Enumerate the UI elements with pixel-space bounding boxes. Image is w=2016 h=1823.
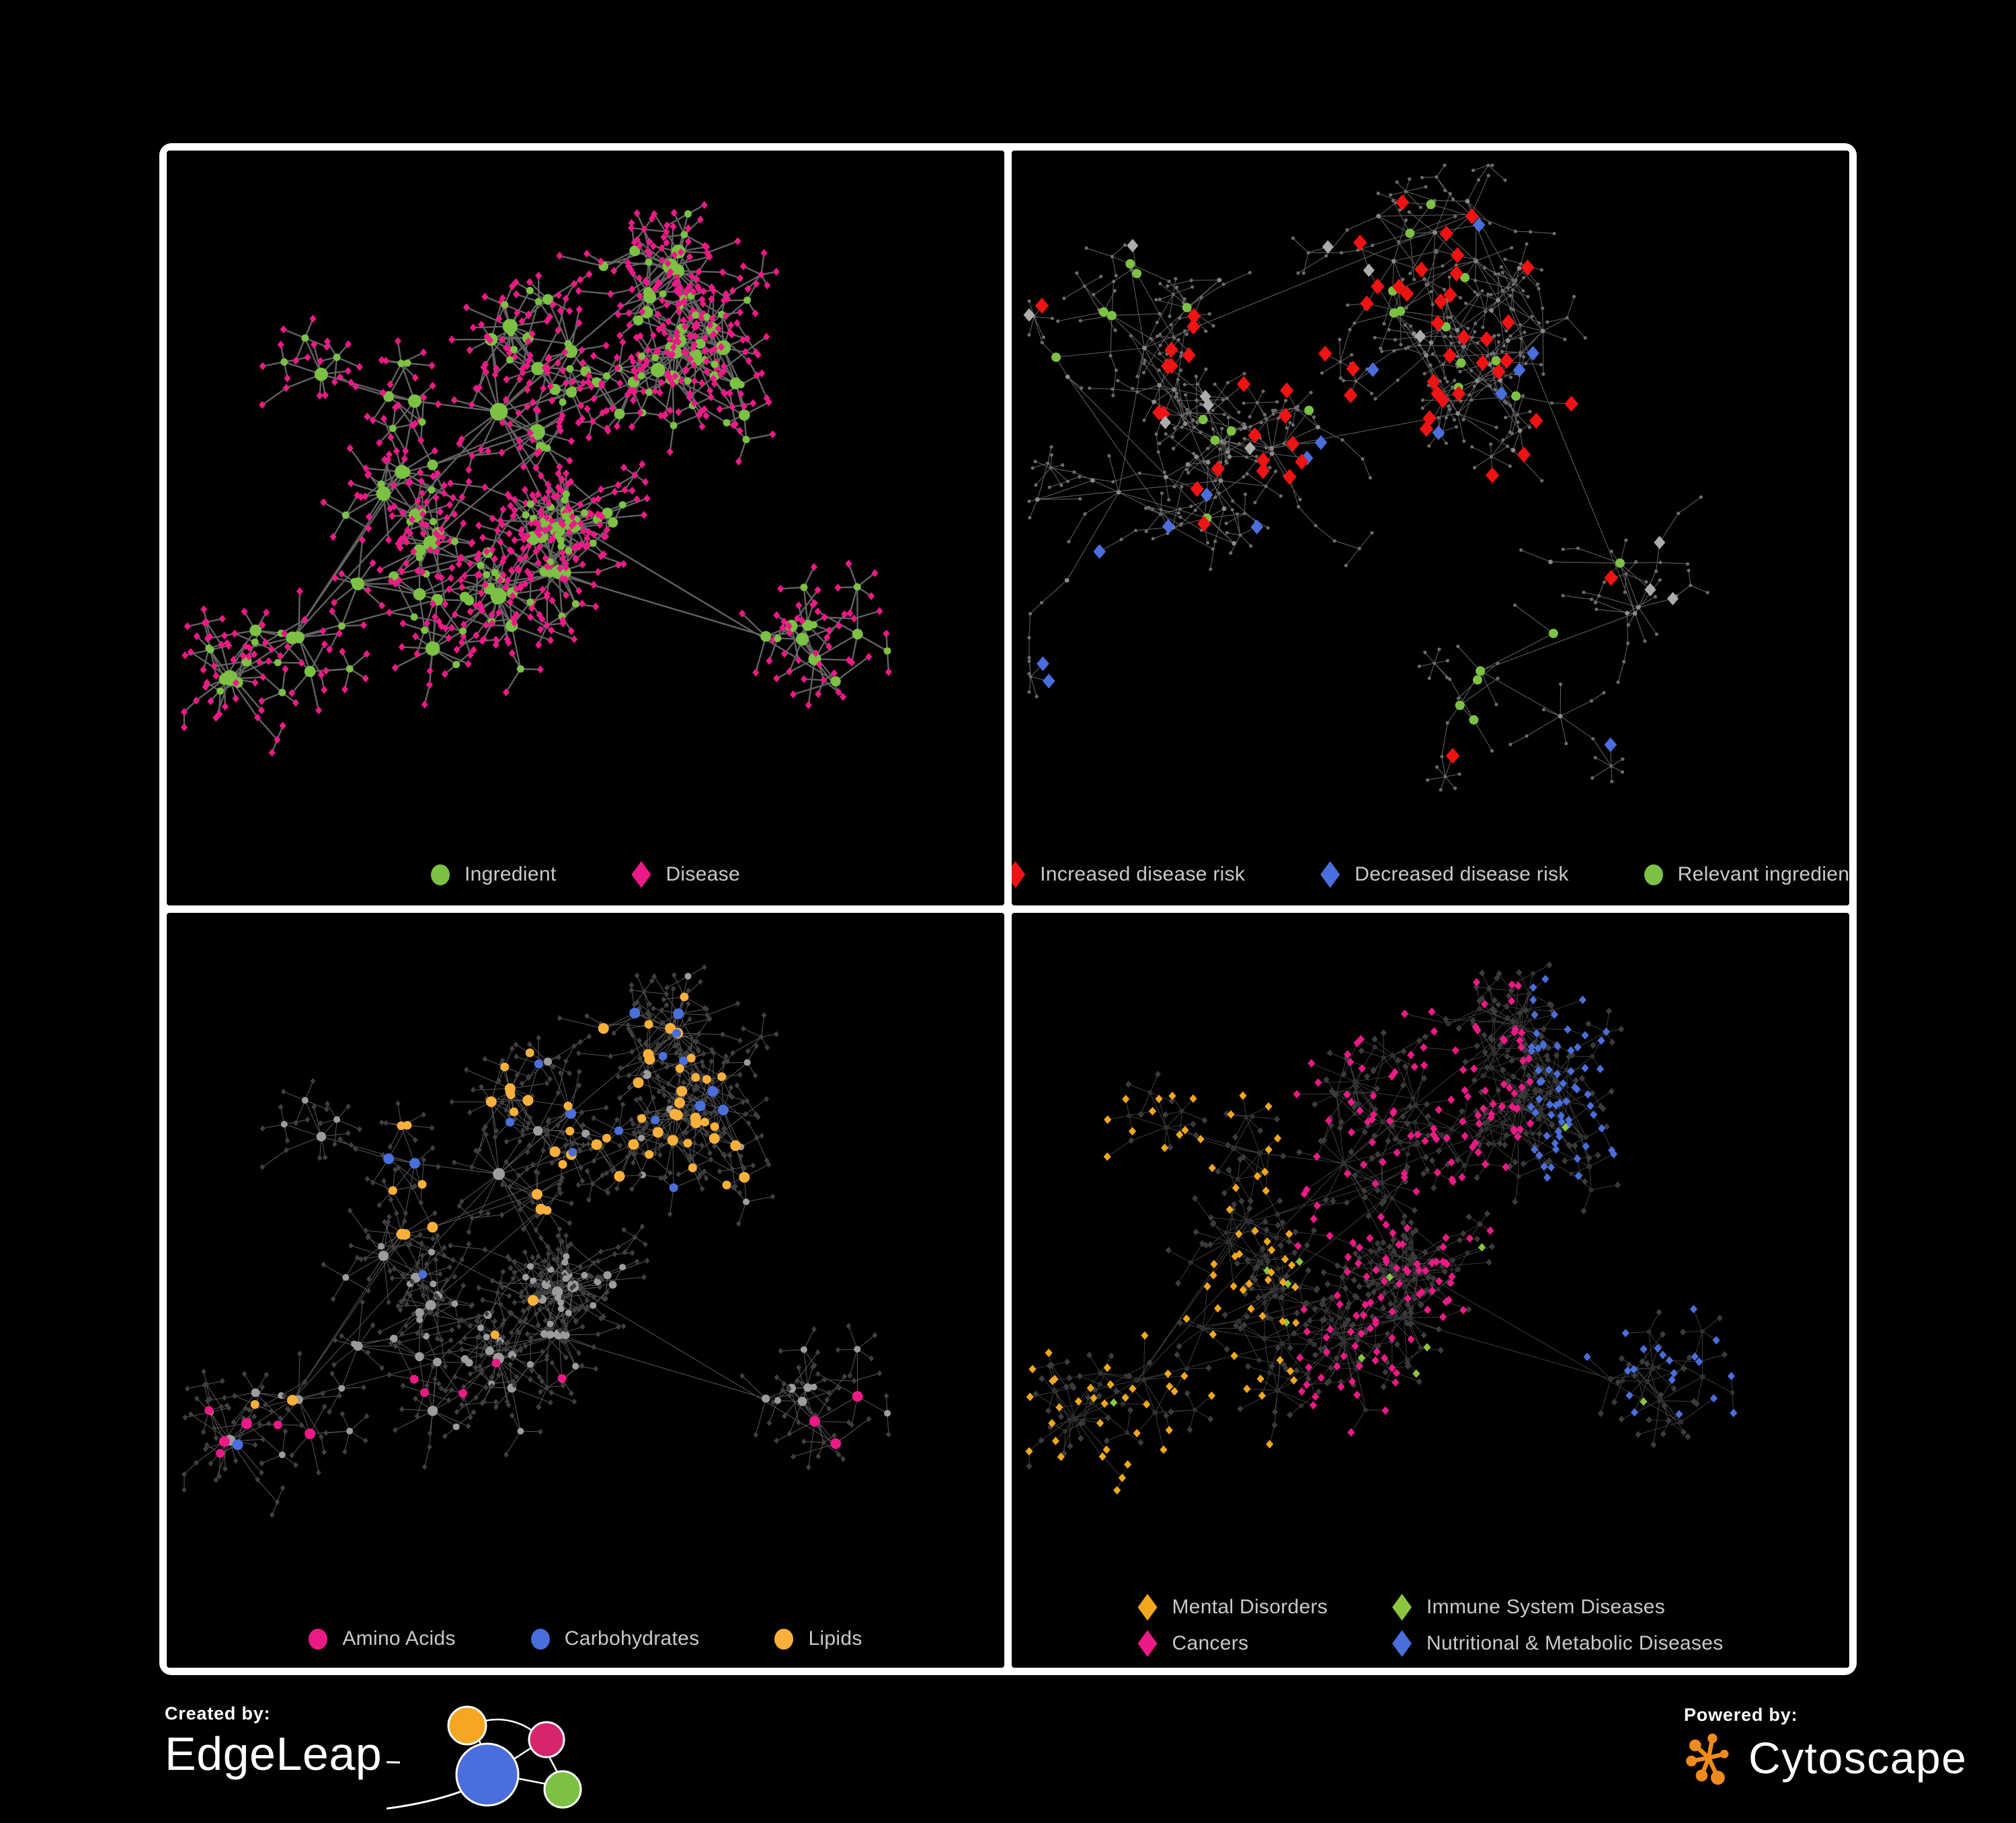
legend-label: Carbohydrates [565,1627,700,1650]
legend-item-increased-disease-risk: Increased disease risk [1012,861,1245,888]
diamond-marker-icon [631,861,651,888]
disease-risk-legend: Increased disease risk Decreased disease … [1012,861,1849,888]
legend-item-immune-system-diseases: Immune System Diseases [1392,1594,1665,1621]
nutrient-categories-network [167,913,1004,1603]
ingredient-disease-legend: Ingredient Disease [167,861,1004,888]
legend-label: Ingredient [465,863,556,886]
edgeleap-network-icon [387,1695,642,1823]
circle-marker-icon [531,1629,550,1650]
disease-categories-legend: Mental Disorders Immune System Diseases Ca… [1012,1594,1849,1657]
legend-label: Lipids [808,1627,862,1650]
powered-by-label: Powered by: [1684,1705,1967,1726]
legend-item-amino-acids: Amino Acids [309,1627,455,1650]
panel-disease-risk: Increased disease risk Decreased disease … [1012,151,1849,905]
legend-item-disease: Disease [631,861,739,888]
created-by-block: Created by: EdgeLeap [165,1703,770,1821]
ingredient-disease-network [167,151,1004,841]
powered-by-block: Powered by: Cytoscape [1684,1705,1967,1786]
disease-categories-network [1012,913,1849,1575]
legend-label: Amino Acids [342,1627,455,1650]
legend-label: Decreased disease risk [1355,863,1568,886]
legend-label: Nutritional & Metabolic Diseases [1426,1632,1723,1655]
legend-item-decreased-disease-risk: Decreased disease risk [1320,861,1568,888]
cytoscape-logo-text: Cytoscape [1748,1732,1967,1783]
circle-marker-icon [774,1629,793,1650]
legend-label: Relevant ingredient [1678,863,1849,886]
legend-item-ingredient: Ingredient [431,863,556,886]
panel-ingredient-disease: Ingredient Disease [167,151,1004,905]
legend-item-relevant-ingredient: Relevant ingredient [1644,863,1849,886]
edgeleap-node-magenta [529,1722,564,1757]
legend-item-cancers: Cancers [1138,1630,1249,1657]
legend-item-mental-disorders: Mental Disorders [1138,1594,1328,1621]
edgeleap-node-green [545,1771,581,1808]
legend-label: Mental Disorders [1172,1596,1328,1619]
legend-label: Cancers [1172,1632,1249,1655]
circle-marker-icon [309,1629,327,1650]
disease-risk-network [1012,151,1849,841]
legend-item-nutritional-metabolic-diseases: Nutritional & Metabolic Diseases [1392,1630,1723,1657]
diamond-marker-icon [1138,1630,1158,1657]
diamond-marker-icon [1320,861,1340,888]
nutrient-categories-legend: Amino Acids Carbohydrates Lipids [167,1627,1004,1650]
circle-marker-icon [1644,864,1663,885]
panel-disease-categories: Mental Disorders Immune System Diseases Ca… [1012,913,1849,1668]
edgeleap-node-blue [456,1744,518,1806]
diamond-marker-icon [1392,1594,1412,1621]
cytoscape-logo-icon [1684,1730,1738,1786]
diamond-marker-icon [1138,1594,1158,1621]
legend-item-lipids: Lipids [774,1627,862,1650]
figure-grid: Ingredient Disease Increased disease risk… [159,143,1857,1675]
diamond-marker-icon [1392,1630,1412,1657]
edgeleap-node-gold [448,1707,486,1744]
legend-item-carbohydrates: Carbohydrates [531,1627,700,1650]
legend-label: Disease [666,863,739,886]
legend-label: Increased disease risk [1040,863,1245,886]
panel-nutrient-categories: Amino Acids Carbohydrates Lipids [167,913,1004,1668]
legend-label: Immune System Diseases [1426,1596,1665,1619]
circle-marker-icon [431,864,450,885]
diamond-marker-icon [1012,861,1025,888]
